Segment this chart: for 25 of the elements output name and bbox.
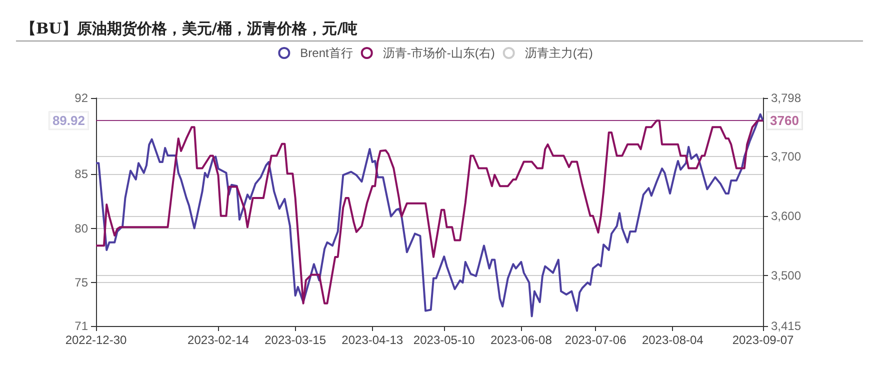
x-tick-label: 2023-04-13 bbox=[342, 333, 404, 347]
y-tick-label: 85 bbox=[74, 167, 88, 181]
ref-line-label: 3760 bbox=[770, 113, 799, 128]
x-tick-label: 2023-05-10 bbox=[413, 333, 476, 347]
x-tick-label: 2023-03-15 bbox=[264, 333, 326, 347]
legend-label: Brent首行 bbox=[300, 46, 353, 60]
y-tick-label: 71 bbox=[74, 319, 88, 333]
ref-line-label: 89.92 bbox=[52, 113, 85, 128]
y2-tick-label: 3,798 bbox=[771, 91, 802, 105]
chart-title: 【BU】原油期货价格，美元/桶，沥青价格，元/吨 bbox=[21, 20, 358, 38]
legend-label: 沥青主力(右) bbox=[524, 46, 593, 60]
y-tick-label: 92 bbox=[74, 91, 88, 105]
y2-tick-label: 3,700 bbox=[771, 149, 802, 164]
x-tick-label: 2023-08-04 bbox=[642, 333, 704, 347]
x-tick-label: 2023-02-14 bbox=[188, 333, 250, 347]
x-tick-label: 2023-07-06 bbox=[564, 333, 627, 347]
y2-tick-label: 3,500 bbox=[771, 268, 802, 282]
y-tick-label: 80 bbox=[74, 221, 88, 236]
x-tick-label: 2022-12-30 bbox=[65, 333, 128, 347]
y2-tick-label: 3,600 bbox=[771, 208, 802, 223]
legend-label: 沥青-市场价-山东(右) bbox=[382, 46, 495, 60]
y2-tick-label: 3,415 bbox=[771, 319, 802, 333]
x-tick-label: 2023-09-07 bbox=[732, 333, 794, 347]
y-tick-label: 75 bbox=[74, 276, 88, 290]
x-tick-label: 2023-06-08 bbox=[490, 333, 552, 347]
